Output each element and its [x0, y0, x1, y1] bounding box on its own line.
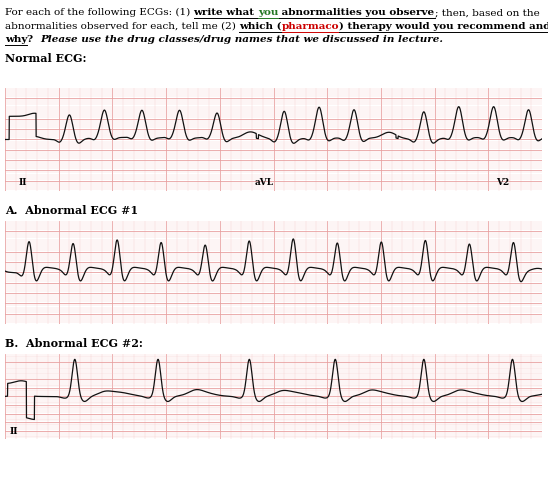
Text: which (: which (: [239, 21, 282, 30]
Text: write what: write what: [193, 8, 258, 17]
Text: II: II: [19, 178, 27, 187]
Text: why: why: [5, 35, 27, 44]
Text: aVL: aVL: [255, 178, 274, 187]
Text: ?: ?: [27, 35, 41, 44]
Text: B.  Abnormal ECG #2:: B. Abnormal ECG #2:: [5, 338, 143, 349]
Text: II: II: [9, 428, 18, 437]
Text: V2: V2: [496, 178, 510, 187]
Text: pharmaco: pharmaco: [282, 21, 339, 30]
Text: A.  Abnormal ECG #1: A. Abnormal ECG #1: [5, 205, 138, 216]
Text: abnormalities you observe: abnormalities you observe: [278, 8, 435, 17]
Text: abnormalities observed for each, tell me (2): abnormalities observed for each, tell me…: [5, 21, 239, 30]
Text: you: you: [258, 8, 278, 17]
Text: Please use the drug classes/drug names that we discussed in lecture.: Please use the drug classes/drug names t…: [41, 35, 444, 44]
Text: ) therapy would you recommend and: ) therapy would you recommend and: [339, 21, 548, 30]
Text: ; then, based on the: ; then, based on the: [435, 8, 539, 17]
Text: Normal ECG:: Normal ECG:: [5, 53, 87, 64]
Text: For each of the following ECGs: (1): For each of the following ECGs: (1): [5, 8, 193, 17]
